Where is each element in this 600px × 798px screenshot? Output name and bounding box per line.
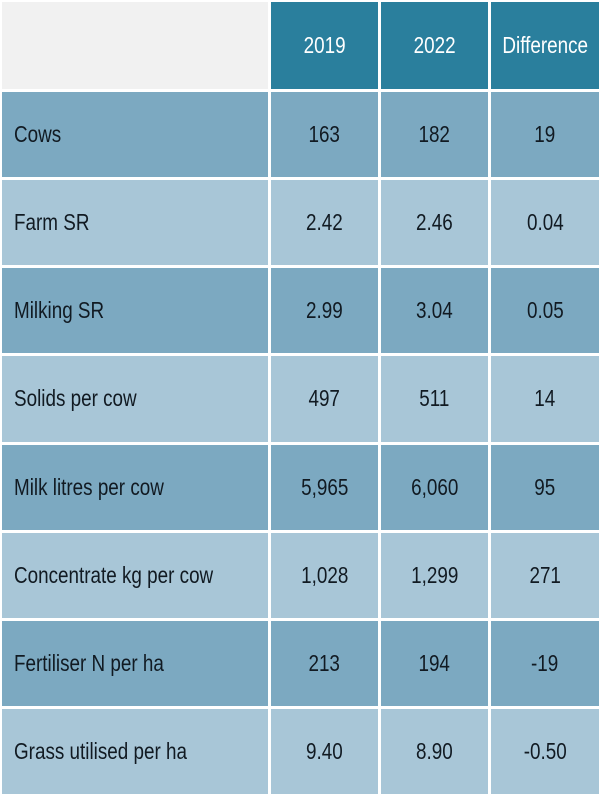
value-difference: 14 xyxy=(491,356,599,442)
value-2019: 497 xyxy=(271,356,378,442)
value-2019-text: 497 xyxy=(308,385,341,412)
table-row: Fertiliser N per ha 213 194 -19 xyxy=(2,620,599,706)
table-row: Solids per cow 497 511 14 xyxy=(2,356,599,442)
value-2022-text: 511 xyxy=(419,385,450,412)
value-2019-text: 1,028 xyxy=(300,561,349,588)
value-2019: 213 xyxy=(271,620,378,706)
value-2019-text: 163 xyxy=(308,121,341,148)
value-2022: 194 xyxy=(381,620,488,706)
row-label: Fertiliser N per ha xyxy=(2,620,268,706)
value-difference: -0.50 xyxy=(491,708,599,794)
value-2019-text: 5,965 xyxy=(300,473,349,500)
value-2019-text: 2.42 xyxy=(306,209,343,236)
header-label: 2019 xyxy=(303,32,346,58)
table-row: Farm SR 2.42 2.46 0.04 xyxy=(2,180,599,266)
value-2022-text: 2.46 xyxy=(416,209,453,236)
row-label: Grass utilised per ha xyxy=(2,708,268,794)
value-difference-text: -0.50 xyxy=(523,737,567,764)
row-label-text: Grass utilised per ha xyxy=(14,737,187,764)
value-2019-text: 2.99 xyxy=(306,297,343,324)
value-difference: 19 xyxy=(491,92,599,178)
value-2022: 8.90 xyxy=(381,708,488,794)
value-2019: 9.40 xyxy=(271,708,378,794)
row-label-text: Farm SR xyxy=(14,209,90,236)
value-difference-text: 95 xyxy=(534,473,556,500)
value-difference-text: 0.05 xyxy=(526,297,564,324)
value-2022-text: 6,060 xyxy=(410,473,459,500)
row-label: Milking SR xyxy=(2,268,268,354)
table-row: Milking SR 2.99 3.04 0.05 xyxy=(2,268,599,354)
value-difference-text: 14 xyxy=(534,385,556,412)
value-difference-text: 0.04 xyxy=(526,209,564,236)
value-2022: 3.04 xyxy=(381,268,488,354)
value-2022-text: 8.90 xyxy=(416,737,453,764)
header-label: Difference xyxy=(502,32,588,58)
table-row: Milk litres per cow 5,965 6,060 95 xyxy=(2,444,599,530)
value-2019-text: 9.40 xyxy=(306,737,343,764)
header-difference: Difference xyxy=(491,2,599,89)
table-row: Cows 163 182 19 xyxy=(2,92,599,178)
value-difference-text: -19 xyxy=(531,649,559,676)
row-label-text: Milking SR xyxy=(14,297,105,324)
value-2022: 511 xyxy=(381,356,488,442)
value-2022: 2.46 xyxy=(381,180,488,266)
value-2022: 6,060 xyxy=(381,444,488,530)
row-label: Milk litres per cow xyxy=(2,444,268,530)
value-2022: 182 xyxy=(381,92,488,178)
value-2022-text: 194 xyxy=(418,649,451,676)
value-difference: 0.05 xyxy=(491,268,599,354)
value-2019: 163 xyxy=(271,92,378,178)
header-2022: 2022 xyxy=(381,2,488,89)
value-2019-text: 213 xyxy=(308,649,341,676)
value-2022-text: 182 xyxy=(418,121,451,148)
row-label: Concentrate kg per cow xyxy=(2,532,268,618)
value-difference-text: 19 xyxy=(534,121,556,148)
value-difference: 271 xyxy=(491,532,599,618)
row-label: Cows xyxy=(2,92,268,178)
value-2022-text: 1,299 xyxy=(410,561,459,588)
row-label: Farm SR xyxy=(2,180,268,266)
value-difference-text: 271 xyxy=(529,561,561,588)
value-2022: 1,299 xyxy=(381,532,488,618)
value-difference: 95 xyxy=(491,444,599,530)
header-blank-cell xyxy=(2,2,268,89)
value-difference: -19 xyxy=(491,620,599,706)
row-label-text: Solids per cow xyxy=(14,385,137,412)
table-row: Concentrate kg per cow 1,028 1,299 271 xyxy=(2,532,599,618)
value-2019: 2.42 xyxy=(271,180,378,266)
row-label: Solids per cow xyxy=(2,356,268,442)
header-row: 2019 2022 Difference xyxy=(2,2,599,89)
row-label-text: Milk litres per cow xyxy=(14,473,164,500)
table-row: Grass utilised per ha 9.40 8.90 -0.50 xyxy=(2,708,599,794)
value-2019: 2.99 xyxy=(271,268,378,354)
value-difference: 0.04 xyxy=(491,180,599,266)
header-label: 2022 xyxy=(413,32,456,58)
header-2019: 2019 xyxy=(271,2,378,89)
value-2022-text: 3.04 xyxy=(416,297,453,324)
value-2019: 1,028 xyxy=(271,532,378,618)
row-label-text: Concentrate kg per cow xyxy=(14,561,214,588)
row-label-text: Cows xyxy=(14,121,62,148)
row-label-text: Fertiliser N per ha xyxy=(14,649,164,676)
value-2019: 5,965 xyxy=(271,444,378,530)
